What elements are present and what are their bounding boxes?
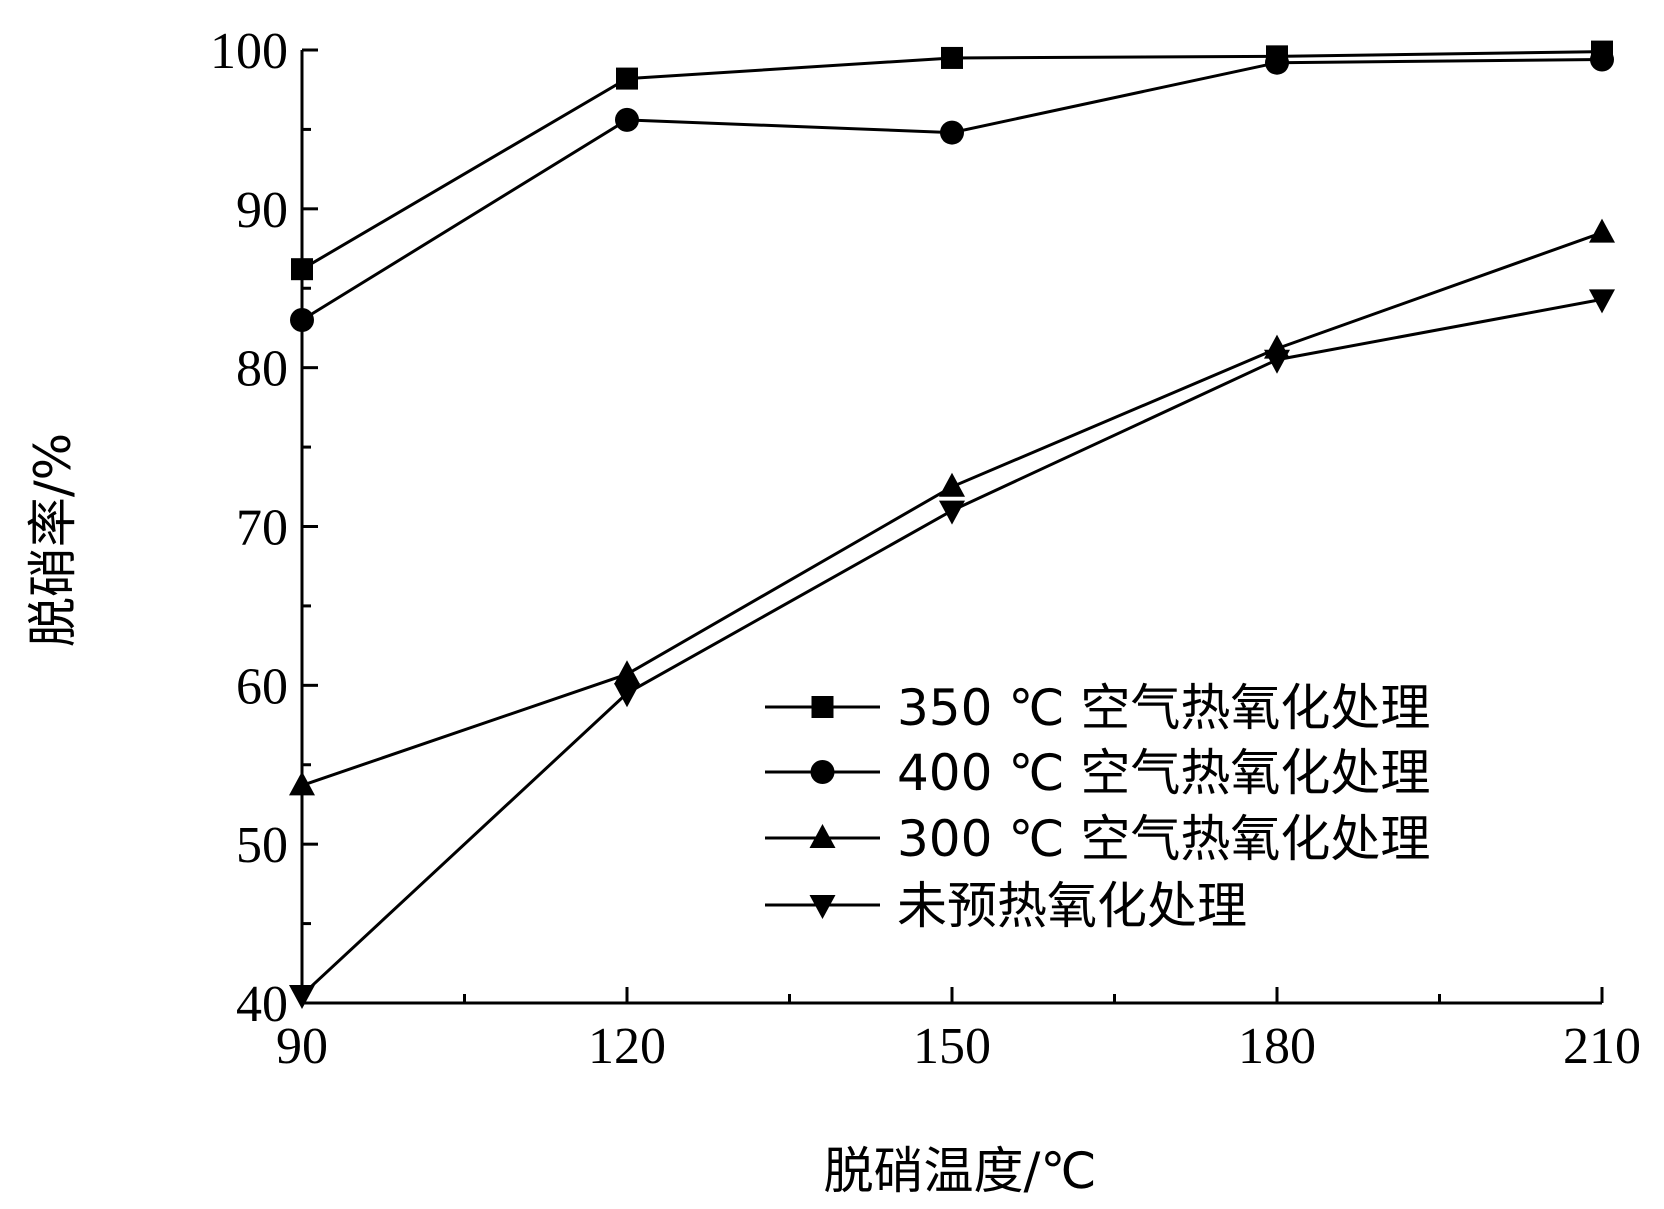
data-point-triangle-down <box>1589 289 1615 314</box>
legend-marker-square <box>811 696 834 718</box>
y-axis-title: 脱硝率/% <box>24 433 82 647</box>
x-tick-label: 210 <box>1563 1018 1641 1075</box>
data-point-triangle-down <box>614 683 640 708</box>
legend-marker-triangle-up <box>809 824 836 848</box>
data-point-triangle-up <box>614 660 640 685</box>
legend-label: 300 ℃ 空气热氧化处理 <box>897 810 1430 868</box>
series-group <box>289 40 1615 1010</box>
data-point-triangle-down <box>289 985 315 1010</box>
legend-item: 400 ℃ 空气热氧化处理 <box>765 744 1430 802</box>
y-tick-label: 70 <box>236 500 288 557</box>
x-tick-label: 90 <box>276 1018 328 1075</box>
y-tick-label: 50 <box>236 817 288 874</box>
data-point-circle <box>615 107 639 132</box>
data-point-circle <box>940 120 964 145</box>
y-tick-label: 60 <box>236 658 288 715</box>
data-point-triangle-up <box>1589 218 1615 243</box>
data-point-circle <box>290 308 314 333</box>
data-point-triangle-up <box>939 472 965 497</box>
series-4 <box>289 289 1615 1010</box>
legend-item: 350 ℃ 空气热氧化处理 <box>765 679 1430 737</box>
legend-label: 350 ℃ 空气热氧化处理 <box>897 679 1430 737</box>
x-axis-title: 脱硝温度/℃ <box>824 1142 1097 1200</box>
legend-marker-circle <box>810 760 835 784</box>
data-point-circle <box>1265 50 1289 75</box>
series-line <box>301 50 1603 271</box>
data-point-triangle-down <box>1264 349 1290 374</box>
y-tick-label: 100 <box>210 23 288 80</box>
data-point-square <box>616 67 638 90</box>
legend-item: 未预热氧化处理 <box>765 877 1247 935</box>
legend: 350 ℃ 空气热氧化处理 400 ℃ 空气热氧化处理 300 ℃ 空气热氧化处理未… <box>765 679 1430 935</box>
data-point-triangle-up <box>289 771 315 796</box>
legend-label: 400 ℃ 空气热氧化处理 <box>897 744 1430 802</box>
ticks: 40 50 60 70 80 90 100 90 120 150 180 210 <box>210 23 1641 1075</box>
x-tick-label: 150 <box>913 1018 991 1075</box>
y-tick-label: 80 <box>236 341 288 398</box>
series-line <box>301 58 1603 322</box>
legend-item: 300 ℃ 空气热氧化处理 <box>765 810 1430 868</box>
data-point-square <box>291 258 313 281</box>
x-tick-label: 120 <box>588 1018 666 1075</box>
series-1 <box>291 40 1613 281</box>
series-2 <box>290 47 1614 333</box>
y-tick-label: 90 <box>236 182 288 239</box>
y-tick-label: 40 <box>236 976 288 1033</box>
x-tick-label: 180 <box>1238 1018 1316 1075</box>
legend-marker-triangle-down <box>809 895 836 919</box>
legend-label: 未预热氧化处理 <box>897 877 1247 935</box>
data-point-square <box>941 46 963 69</box>
data-point-triangle-down <box>939 500 965 525</box>
data-point-circle <box>1590 47 1614 72</box>
